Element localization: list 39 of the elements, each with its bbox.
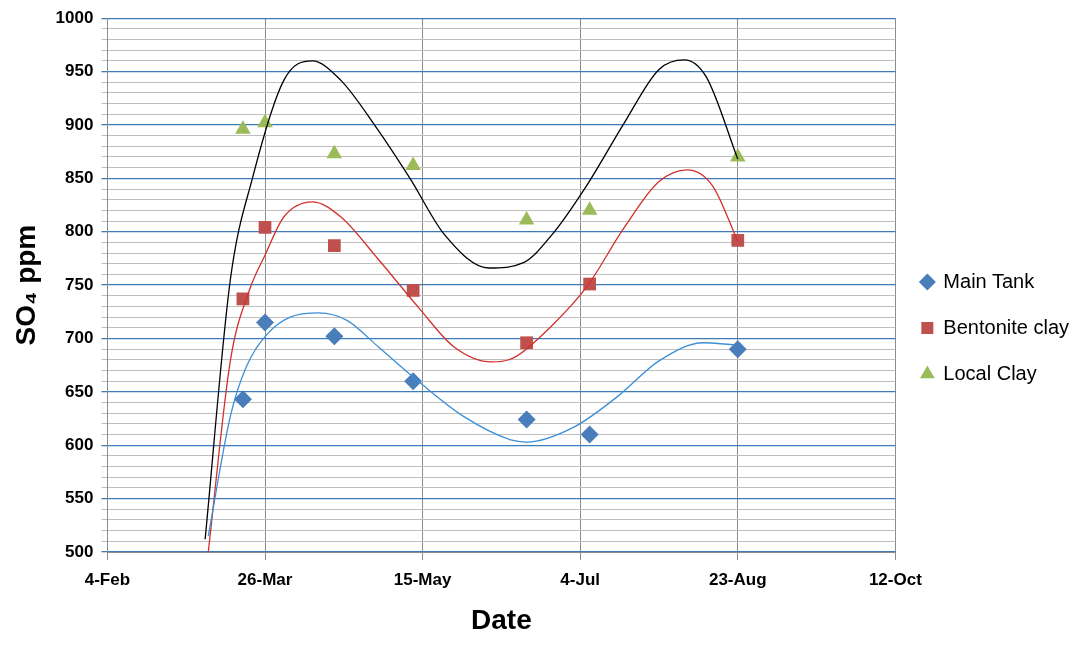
- x-tick-label: 26-Mar: [237, 569, 293, 589]
- point: [731, 233, 745, 247]
- y-tick-label: 600: [65, 434, 94, 454]
- point: [326, 144, 343, 159]
- point: [258, 221, 272, 234]
- point: [256, 313, 275, 332]
- legend-label: Bentonite clay: [943, 315, 1070, 338]
- x-tick-label: 23-Aug: [708, 569, 767, 589]
- y-tick-label: 750: [65, 274, 94, 294]
- y-tick-label: 800: [65, 221, 94, 241]
- point: [235, 120, 251, 134]
- y-tick-label: 700: [65, 328, 94, 348]
- point: [325, 327, 344, 346]
- legend-label: Local Clay: [943, 361, 1037, 384]
- legend-label: Main Tank: [943, 269, 1036, 292]
- y-tick-label: 500: [65, 541, 94, 561]
- point: [581, 201, 598, 215]
- point: [405, 156, 421, 171]
- x-tick-label: 4-Jul: [560, 569, 601, 589]
- y-tick-label: 950: [65, 61, 94, 81]
- point: [580, 425, 599, 444]
- y-tick-label: 900: [65, 114, 94, 134]
- point: [518, 210, 535, 225]
- point: [520, 336, 533, 350]
- y-tick-label: 650: [65, 381, 94, 401]
- x-tick-label: 4-Feb: [84, 569, 131, 589]
- y-tick-label: 1000: [55, 7, 94, 27]
- x-tick-label: 15-May: [393, 569, 452, 589]
- x-axis-title: Date: [471, 603, 532, 635]
- point: [728, 340, 747, 359]
- point: [327, 239, 341, 252]
- point: [404, 372, 423, 391]
- x-tick-label: 12-Oct: [868, 569, 923, 589]
- point: [517, 410, 536, 429]
- y-tick-label: 850: [65, 168, 94, 188]
- point: [233, 390, 252, 409]
- y-axis-title: SO₄ ppm: [9, 224, 41, 346]
- y-tick-label: 550: [65, 488, 94, 508]
- point: [406, 284, 420, 297]
